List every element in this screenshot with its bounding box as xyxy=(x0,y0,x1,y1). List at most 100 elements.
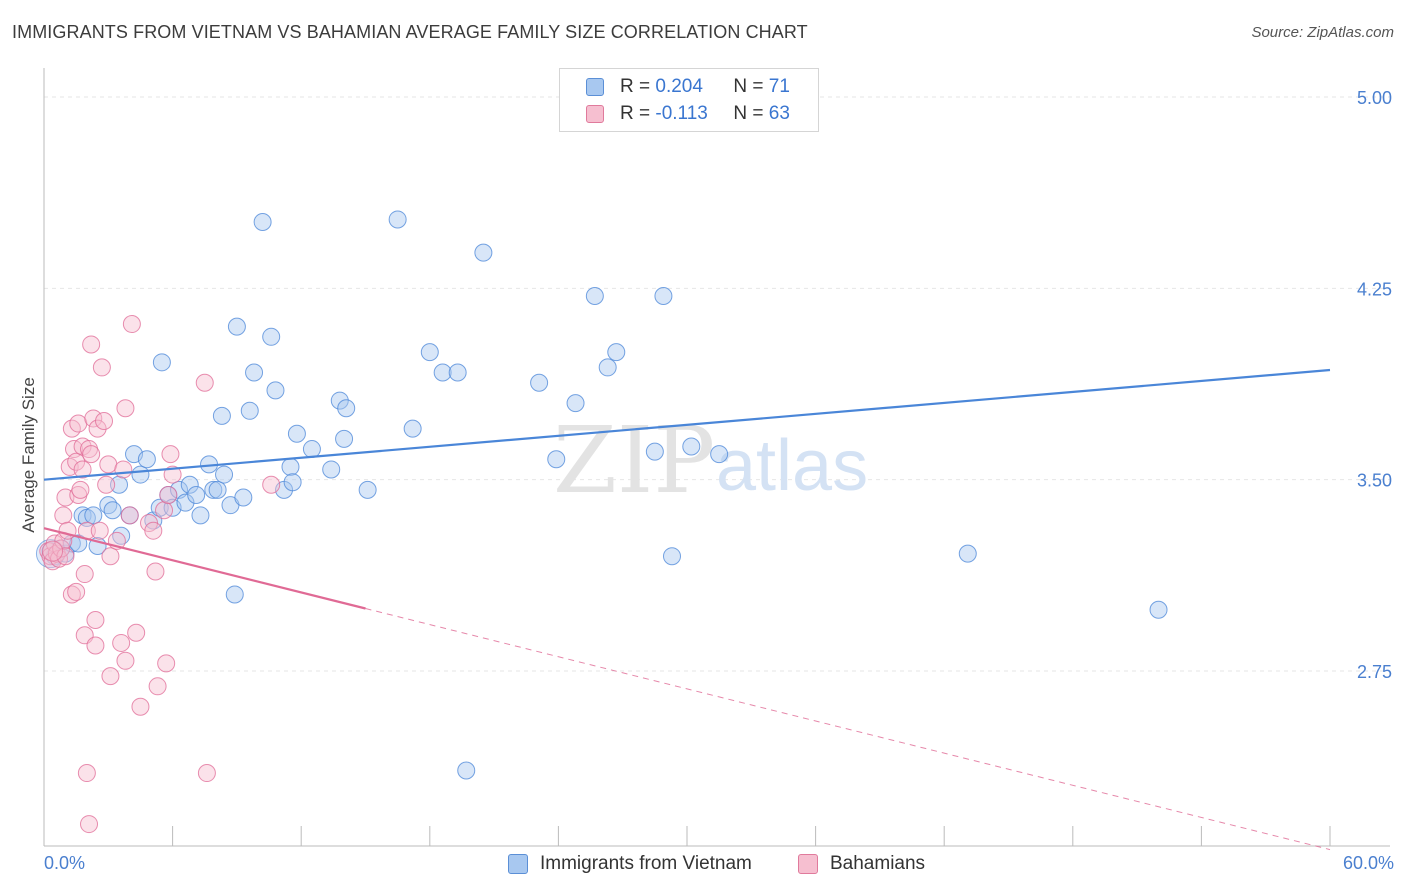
data-point xyxy=(77,764,96,783)
data-point xyxy=(99,455,118,474)
data-point xyxy=(330,391,349,410)
bottom-legend-swatch-vietnam xyxy=(508,854,528,874)
data-point xyxy=(54,506,73,525)
data-point xyxy=(69,414,88,433)
data-point xyxy=(1149,600,1168,619)
data-point xyxy=(566,394,585,413)
data-point xyxy=(82,335,101,354)
y-tick-label: 5.00 xyxy=(1357,88,1392,108)
data-point xyxy=(253,213,272,232)
data-point xyxy=(84,409,103,428)
data-point xyxy=(474,243,493,262)
trend-line-bahamian-solid xyxy=(43,527,366,610)
data-point xyxy=(88,419,107,438)
data-point xyxy=(195,373,214,392)
legend-r-label: R = xyxy=(620,76,656,97)
watermark-zip: ZIP xyxy=(553,407,715,514)
data-point xyxy=(322,460,341,479)
data-point xyxy=(101,667,120,686)
data-point xyxy=(607,343,626,362)
tick-labels: 2.75 3.50 4.25 5.00 0.0% 60.0% xyxy=(44,88,1394,873)
data-point xyxy=(155,501,174,520)
watermark: ZIP atlas xyxy=(553,407,868,514)
data-point xyxy=(103,501,122,520)
series-bahamian xyxy=(39,315,281,834)
data-point xyxy=(131,697,150,716)
legend-row-bahamian: R = -0.113 N = 63 xyxy=(586,101,790,127)
legend-r-value: -0.113 xyxy=(655,103,708,124)
data-point xyxy=(262,475,281,494)
legend-swatch-vietnam xyxy=(586,78,604,96)
data-point xyxy=(75,565,94,584)
data-point xyxy=(585,286,604,305)
series-vietnam xyxy=(35,210,1168,780)
data-point xyxy=(197,764,216,783)
legend-r-value: 0.204 xyxy=(655,76,703,97)
data-point xyxy=(86,610,105,629)
data-point xyxy=(176,493,195,512)
data-point xyxy=(448,363,467,382)
data-point xyxy=(163,465,182,484)
data-point xyxy=(212,406,231,425)
data-point xyxy=(144,521,163,540)
data-point xyxy=(71,480,90,499)
y-tick-label: 3.50 xyxy=(1357,471,1392,491)
data-point xyxy=(204,480,223,499)
data-point xyxy=(191,506,210,525)
data-point xyxy=(80,815,99,834)
data-point xyxy=(159,485,178,504)
data-point xyxy=(146,562,165,581)
watermark-atlas: atlas xyxy=(716,426,868,506)
data-point xyxy=(682,437,701,456)
data-point xyxy=(120,506,139,525)
data-point xyxy=(403,419,422,438)
data-point xyxy=(90,521,109,540)
data-point xyxy=(227,317,246,336)
data-point xyxy=(240,401,259,420)
y-axis-label: Average Family Size xyxy=(19,377,38,533)
trend-lines xyxy=(43,368,1331,851)
data-point xyxy=(225,585,244,604)
legend-n-value: 63 xyxy=(768,103,790,124)
data-point xyxy=(281,457,300,476)
data-point xyxy=(547,450,566,469)
data-point xyxy=(97,475,116,494)
bottom-legend-vietnam: Immigrants from Vietnam xyxy=(508,852,752,876)
data-point xyxy=(358,480,377,499)
data-point xyxy=(208,480,227,499)
data-point xyxy=(148,677,167,696)
data-point xyxy=(335,429,354,448)
data-point xyxy=(92,358,111,377)
data-point xyxy=(84,506,103,525)
legend-swatch-bahamian xyxy=(586,105,604,123)
data-point xyxy=(262,327,281,346)
data-point xyxy=(287,424,306,443)
data-point xyxy=(337,399,356,418)
data-point xyxy=(266,381,285,400)
data-point xyxy=(42,540,64,562)
data-point xyxy=(116,399,135,418)
data-point xyxy=(420,343,439,362)
grid-lines xyxy=(44,96,1390,672)
bottom-legend-label-vietnam: Immigrants from Vietnam xyxy=(540,853,752,874)
data-point xyxy=(710,445,729,464)
data-point xyxy=(457,761,476,780)
data-point xyxy=(114,460,133,479)
data-point xyxy=(645,442,664,461)
data-point xyxy=(131,465,150,484)
data-point xyxy=(67,452,86,471)
bottom-legend-bahamian: Bahamians xyxy=(798,852,925,876)
x-tick-label: 60.0% xyxy=(1343,853,1394,873)
bottom-legend-swatch-bahamian xyxy=(798,854,818,874)
trend-line-vietnam xyxy=(43,368,1331,481)
data-point xyxy=(388,210,407,229)
legend-n-value: 71 xyxy=(768,76,790,97)
data-point xyxy=(187,485,206,504)
data-point xyxy=(234,488,253,507)
data-point xyxy=(598,358,617,377)
legend-n-label: N = xyxy=(733,103,769,124)
data-point xyxy=(180,475,199,494)
legend-n-label: N = xyxy=(733,76,769,97)
y-tick-label: 4.25 xyxy=(1357,279,1392,299)
